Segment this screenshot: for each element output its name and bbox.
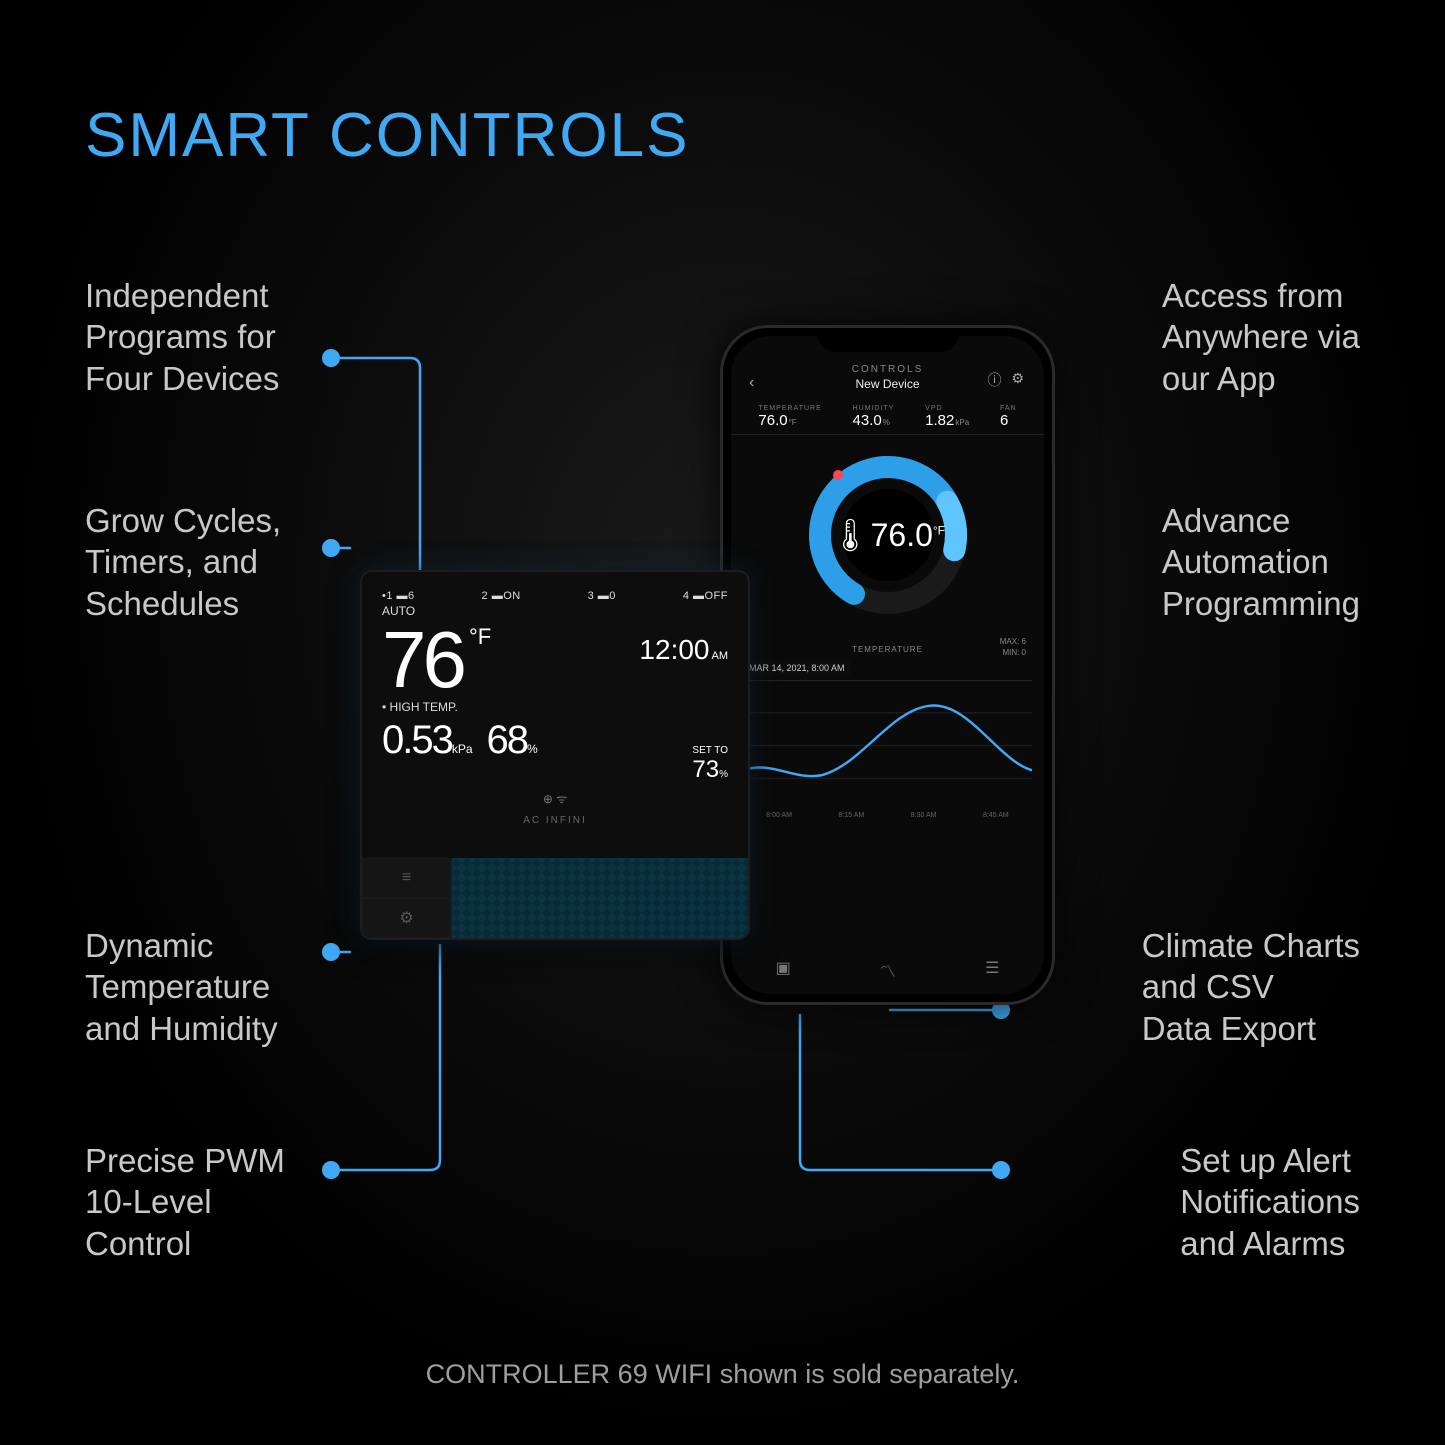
app-top-icons: ⓘ ⚙ (987, 370, 1024, 390)
nav-icon-a: ▣ (776, 958, 791, 982)
stat-item: FAN6 (1000, 405, 1017, 430)
callout-dot (322, 539, 340, 557)
back-icon: ‹ (749, 374, 754, 392)
gauge-value: 🌡76.0°F (830, 516, 945, 554)
gauge: 🌡76.0°F (731, 435, 1044, 635)
info-icon: ⓘ (987, 370, 1001, 390)
controller-temp: 76 (382, 615, 463, 704)
callout-dot (992, 1161, 1010, 1179)
phone-notch (818, 328, 958, 352)
callout-dot (322, 943, 340, 961)
wifi-icon: ⊕ ᯤ (382, 790, 728, 807)
phone-device: ‹ CONTROLS New Device ⓘ ⚙ TEMPERATURE76.… (720, 325, 1055, 1005)
feature-left-1: Grow Cycles,Timers, andSchedules (85, 500, 281, 624)
nav-icon-chart: 〽 (880, 958, 896, 982)
footnote: CONTROLLER 69 WIFI shown is sold separat… (0, 1359, 1445, 1390)
brand-label: AC INFINI (382, 815, 728, 826)
stat-item: VPD1.82kPa (925, 405, 969, 430)
stats-row: TEMPERATURE76.0°F HUMIDITY43.0% VPD1.82kPa… (731, 391, 1044, 435)
feature-left-0: IndependentPrograms forFour Devices (85, 275, 279, 399)
controller-device: •1 ▬62 ▬ON3 ▬04 ▬OFF AUTO 76°F 12:00AM •… (360, 570, 750, 940)
set-to: SET TO 73% (692, 745, 728, 784)
controller-clock: 12:00AM (639, 634, 728, 666)
stat-item: HUMIDITY43.0% (853, 405, 895, 430)
chart-x-axis: 8:00 AM8:15 AM8:30 AM8:45 AM (743, 812, 1032, 819)
humidity-value: 68 (487, 718, 528, 762)
phone-screen: ‹ CONTROLS New Device ⓘ ⚙ TEMPERATURE76.… (731, 336, 1044, 994)
feature-right-0: Access fromAnywhere viaour App (1162, 275, 1360, 399)
chart-date: MAR 14, 2021, 8:00 AM (743, 660, 851, 676)
page-title: SMART CONTROLS (85, 100, 689, 171)
nav-icon-list: ☰ (985, 958, 999, 982)
settings-icon: ⚙ (362, 898, 451, 938)
chart-label: TEMPERATURE (743, 645, 1032, 654)
kpa-value: 0.53 (382, 718, 452, 762)
pcb-graphic (452, 858, 748, 938)
feature-left-2: DynamicTemperatureand Humidity (85, 925, 278, 1049)
chart-area (743, 680, 1032, 810)
gear-icon: ⚙ (1011, 370, 1024, 390)
feature-left-3: Precise PWM10-LevelControl (85, 1140, 285, 1264)
alert-label: • HIGH TEMP. (382, 700, 728, 714)
menu-icon: ≡ (362, 858, 451, 898)
feature-right-1: AdvanceAutomationProgramming (1162, 500, 1360, 624)
chart-section: TEMPERATURE MAR 14, 2021, 8:00 AM 8:00 A… (731, 645, 1044, 819)
stat-item: TEMPERATURE76.0°F (758, 405, 821, 430)
feature-right-2: Climate Chartsand CSVData Export (1142, 925, 1360, 1049)
callout-dot (322, 349, 340, 367)
feature-right-3: Set up AlertNotificationsand Alarms (1180, 1140, 1360, 1264)
bottom-nav: ▣ 〽 ☰ (731, 958, 1044, 982)
port-status-row: •1 ▬62 ▬ON3 ▬04 ▬OFF (382, 590, 728, 602)
controller-temp-unit: °F (469, 624, 491, 649)
callout-dot (322, 1161, 340, 1179)
min-max-label: MAX: 6 MIN: 0 (1000, 636, 1026, 658)
